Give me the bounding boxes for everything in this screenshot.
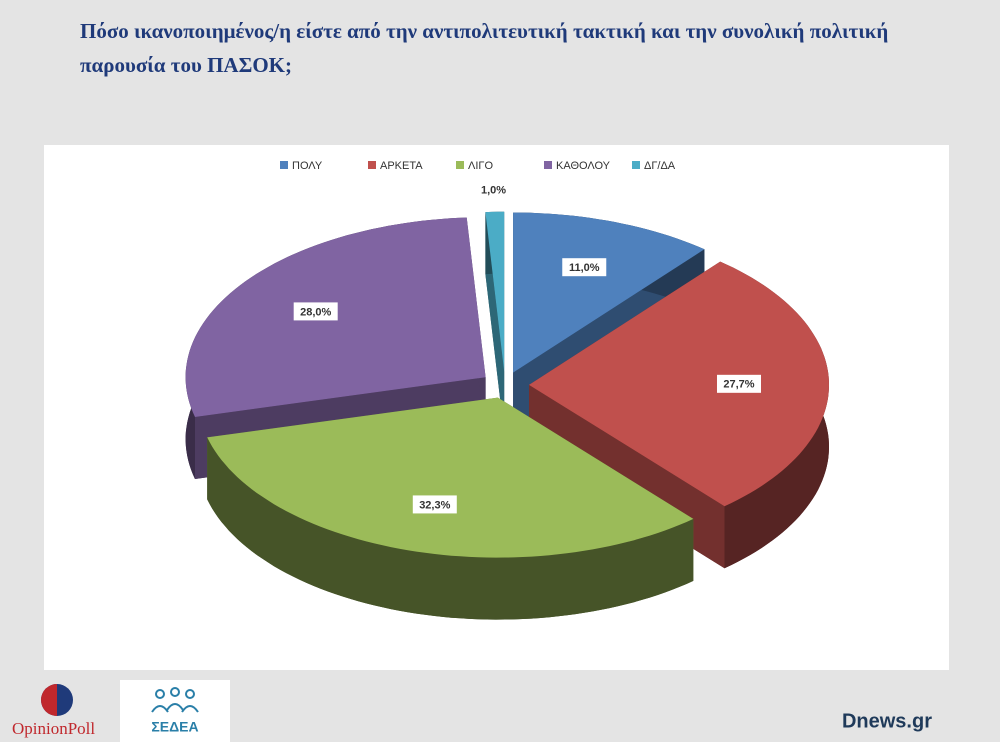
value-label-box (412, 495, 457, 514)
slice (207, 397, 694, 558)
value-label: 28,0% (300, 306, 331, 318)
legend-swatch (456, 161, 464, 169)
slice (485, 211, 505, 434)
logo-box (120, 680, 230, 742)
value-label-box (475, 180, 512, 199)
legend-swatch (632, 161, 640, 169)
slice (513, 212, 705, 373)
slice-side (207, 437, 694, 620)
logo-text: ΣΕΔΕΑ (151, 719, 198, 735)
legend-label: ΛΙΓΟ (468, 160, 493, 172)
value-label-box (562, 258, 607, 277)
legend-label: ΠΟΛΥ (292, 160, 323, 172)
value-label: 32,3% (419, 499, 450, 511)
value-label-box (716, 374, 761, 393)
legend-swatch (368, 161, 376, 169)
logo-text: OpinionPoll (12, 719, 95, 738)
slice (485, 211, 505, 372)
legend-label: ΚΑΘΟΛΟΥ (556, 160, 611, 172)
logo-opinionpoll: OpinionPoll (12, 684, 95, 738)
slice (529, 261, 829, 507)
legend-label: ΔΓ/ΔΑ (644, 160, 676, 172)
legend-swatch (544, 161, 552, 169)
chart-title: Πόσο ικανοποιημένος/η είστε από την αντι… (80, 19, 889, 77)
legend-swatch (280, 161, 288, 169)
legend-label: ΑΡΚΕΤΑ (380, 160, 423, 172)
value-label: 11,0% (569, 262, 600, 274)
value-label: 27,7% (723, 379, 754, 391)
slice (207, 397, 694, 620)
logo-people (151, 687, 199, 713)
logo-half (41, 684, 57, 716)
value-label: 1,0% (481, 184, 506, 196)
source: Dnews.gr (842, 710, 932, 732)
value-label-box (293, 302, 338, 321)
